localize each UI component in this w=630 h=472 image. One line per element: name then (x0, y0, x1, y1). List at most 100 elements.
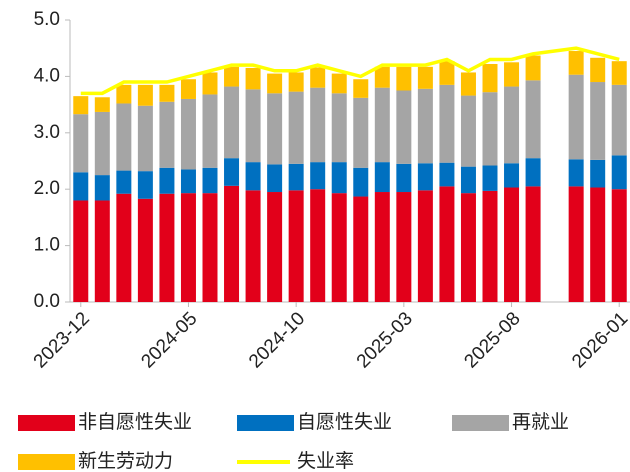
legend-swatch (18, 415, 75, 431)
bar-segment (568, 186, 584, 302)
bar-segment (396, 66, 412, 91)
bar-segment (590, 57, 606, 83)
bar-segment (396, 90, 412, 164)
bar-segment (504, 62, 520, 87)
bar-segment (331, 193, 347, 302)
bar-segment (331, 162, 347, 194)
bar-segment (73, 96, 89, 115)
bar-segment (159, 167, 175, 194)
bar-segment (288, 163, 304, 191)
bar-segment (525, 158, 541, 187)
bar-segment (180, 169, 196, 194)
bar-segment (180, 193, 196, 302)
bar-segment (73, 200, 89, 302)
bar-segment (73, 172, 89, 201)
bar-segment (202, 94, 218, 168)
bar-segment (310, 189, 326, 302)
y-tick-label: 2.0 (34, 178, 60, 199)
bar-segment (159, 101, 175, 168)
bar-segment (159, 84, 175, 102)
bar-segment (439, 61, 455, 85)
x-tick-label: 2025-03 (353, 308, 417, 372)
bar-segment (310, 67, 326, 88)
bar-segment (116, 170, 132, 194)
bar-segment (482, 190, 498, 302)
bar-segment (224, 86, 240, 159)
bar-segment (116, 103, 132, 171)
bar-segment (267, 164, 283, 193)
bar-segment (267, 93, 283, 165)
x-tick-label: 2024-10 (245, 308, 309, 372)
bar-segment (504, 86, 520, 164)
bar-segment (439, 84, 455, 163)
bar-segment (611, 61, 627, 85)
bar-segment (180, 98, 196, 170)
bar-segment (137, 171, 153, 199)
bar-segment (482, 63, 498, 93)
bar-segment (245, 162, 261, 191)
bar-segment (504, 163, 520, 188)
bar-segment (460, 72, 476, 96)
bar-segment (116, 84, 132, 104)
bar-segment (288, 91, 304, 164)
bar-segment (310, 87, 326, 163)
x-tick-label: 2026-01 (568, 308, 630, 372)
bar-segment (611, 189, 627, 302)
bar-segment (73, 114, 89, 173)
bar-segment (417, 66, 433, 89)
bar-segment (94, 111, 110, 176)
legend-label: 新生劳动力 (78, 450, 173, 472)
bar-segment (439, 186, 455, 302)
bar-segment (590, 187, 606, 302)
bar-segment (374, 66, 390, 88)
bar-segment (353, 167, 369, 197)
bar-segment (417, 88, 433, 164)
bar-segment (245, 89, 261, 163)
bar-segment (288, 190, 304, 302)
legend-label: 再就业 (512, 411, 569, 433)
bar-segment (482, 165, 498, 191)
bar-segment (159, 193, 175, 302)
bar-segment (353, 79, 369, 98)
bar-segment (590, 82, 606, 160)
bar-segment (525, 80, 541, 159)
bar-segment (116, 193, 132, 302)
bar-segment (417, 163, 433, 191)
bar-segment (439, 162, 455, 187)
bar-segment (504, 187, 520, 302)
bar-segment (417, 190, 433, 302)
legend-label: 失业率 (297, 450, 354, 472)
legend-label: 非自愿性失业 (78, 411, 192, 433)
bar-segment (224, 158, 240, 186)
y-tick-label: 1.0 (34, 235, 60, 256)
bar-segment (224, 185, 240, 302)
bar-segment (611, 155, 627, 190)
bar-segment (353, 196, 369, 302)
bar-segment (137, 84, 153, 106)
y-tick-label: 3.0 (34, 122, 60, 143)
y-tick-label: 4.0 (34, 65, 60, 86)
bar-segment (374, 87, 390, 163)
bar-segment (202, 72, 218, 95)
bar-segment (310, 162, 326, 190)
bar-segment (374, 192, 390, 302)
bar-segment (267, 73, 283, 94)
legend-swatch (237, 415, 294, 431)
y-tick-label: 5.0 (34, 9, 60, 30)
x-tick-label: 2023-12 (30, 308, 94, 372)
bar-segment (590, 159, 606, 188)
bar-segment (94, 97, 110, 112)
legend-label: 自愿性失业 (297, 411, 392, 433)
bar-segment (568, 159, 584, 187)
bar-segment (245, 67, 261, 90)
bar-segment (374, 162, 390, 193)
bar-segment (288, 72, 304, 92)
bar-segment (137, 198, 153, 302)
x-tick-label: 2024-05 (137, 308, 201, 372)
bar-segment (460, 193, 476, 302)
bar-segment (460, 166, 476, 194)
bar-segment (525, 186, 541, 302)
bar-segment (94, 175, 110, 201)
bar-segment (180, 79, 196, 99)
